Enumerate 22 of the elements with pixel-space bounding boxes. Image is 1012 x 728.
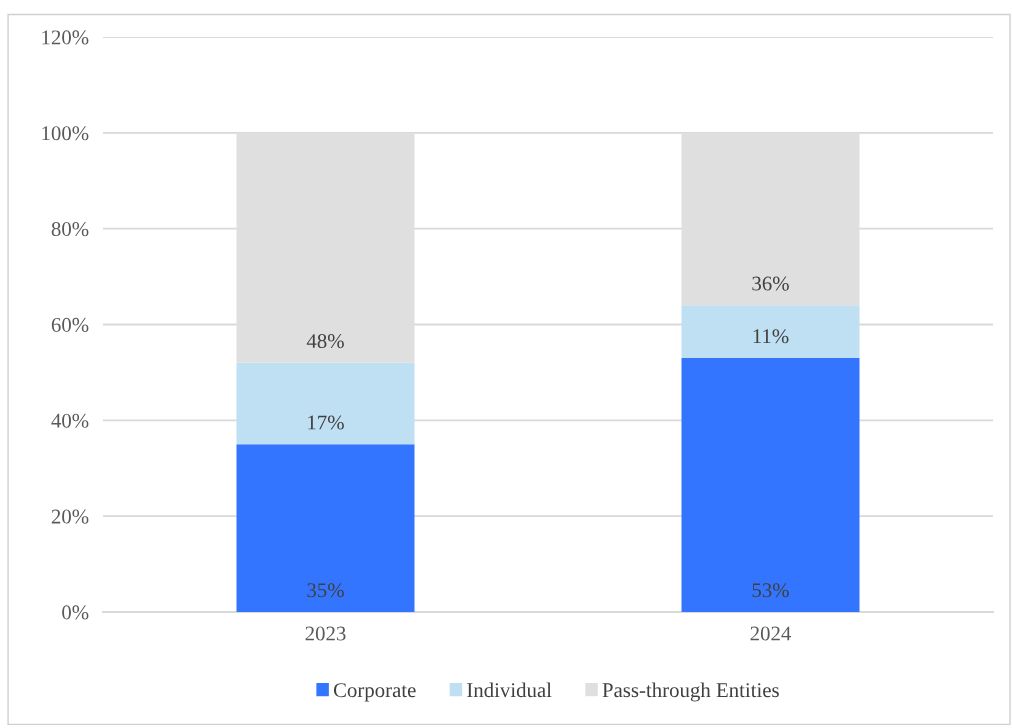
bar [681, 358, 860, 612]
data-label: 17% [308, 415, 344, 430]
data-label: 35% [307, 583, 344, 598]
legend-label: Corporate [333, 683, 416, 702]
data-label: 53% [752, 583, 789, 598]
y-tick-label: 20% [51, 509, 89, 524]
y-tick-label: 120% [42, 30, 89, 45]
y-tick-label: 100% [42, 126, 89, 141]
data-label: 36% [752, 276, 789, 291]
legend-label: Pass-through Entities [602, 682, 779, 702]
x-tick-label: 2024 [750, 626, 792, 641]
y-tick-label: 40% [51, 413, 89, 428]
y-tick-label: 80% [51, 222, 89, 237]
y-tick-label: 0% [62, 605, 89, 620]
bar [236, 444, 415, 612]
data-label: 48% [306, 334, 344, 349]
y-tick-label: 60% [51, 317, 89, 332]
bar [681, 305, 860, 359]
data-label: 11% [753, 329, 789, 344]
bar [236, 362, 415, 445]
legend-label: Individual [467, 682, 552, 698]
x-tick-label: 2023 [305, 626, 346, 641]
